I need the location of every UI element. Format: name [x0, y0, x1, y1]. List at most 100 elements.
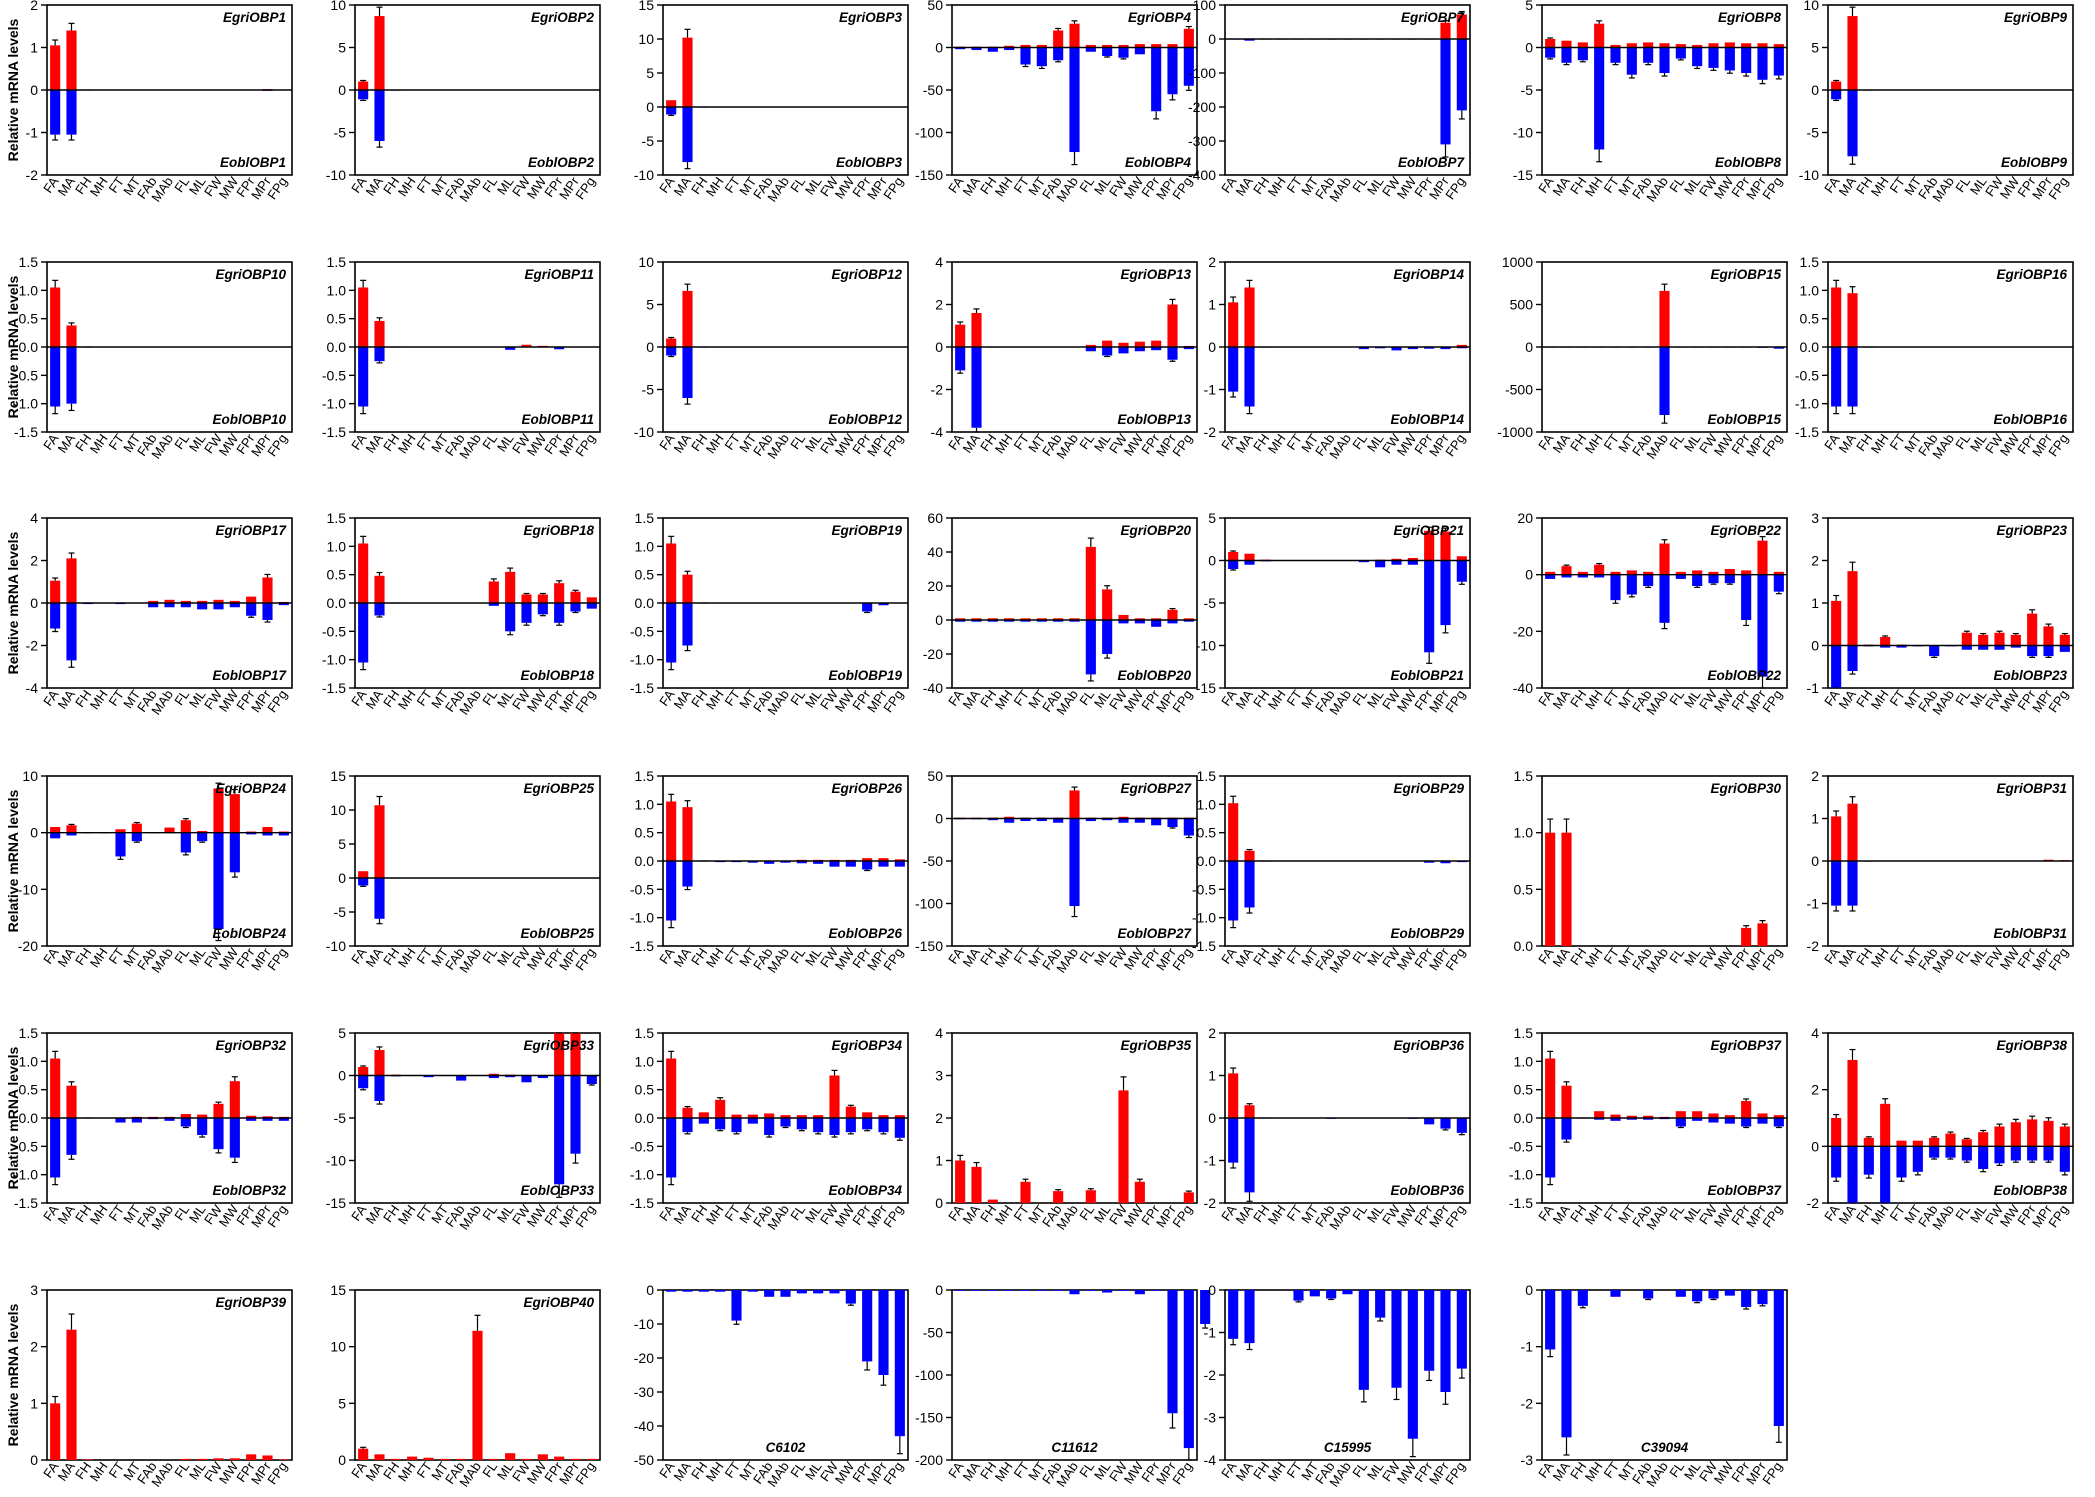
plot-frame: [951, 517, 1198, 689]
bar: [180, 832, 191, 853]
bar: [1896, 1140, 1907, 1147]
bar: [1741, 1118, 1752, 1127]
bar: [570, 603, 581, 612]
bar: [1594, 564, 1605, 575]
bar: [1244, 347, 1255, 407]
bar: [472, 1330, 483, 1460]
y-tick-label: -10: [326, 938, 346, 954]
bar: [1358, 560, 1369, 563]
x-tick-label: FL: [1666, 687, 1687, 708]
bar: [1151, 818, 1162, 826]
series-label-top: EgriOBP10: [215, 267, 286, 282]
bar: [1831, 287, 1842, 347]
chart-panel: -1.5 -1.0 -0.5 0.0 0.5 1.0 1.5 EgriOBP26 EoblOBP…: [630, 768, 909, 976]
bar: [1228, 803, 1239, 861]
bar: [1228, 560, 1239, 569]
bar: [1773, 574, 1784, 592]
bar: [1896, 1146, 1907, 1178]
series-label-bottom: C6102: [766, 1440, 806, 1455]
y-tick-label: 0: [646, 339, 654, 355]
x-tick-label: FL: [479, 1202, 500, 1223]
bar: [488, 1073, 499, 1076]
bar: [229, 600, 240, 603]
chart-panel: 0123EgriOBP39FAMAFHMHFTMTFAbMAbFLMLFWMWF…: [30, 1282, 293, 1490]
bar: [1773, 47, 1784, 76]
y-tick-label: 1.0: [19, 282, 39, 298]
chart-panel: -1.5 -1.0 -0.5 0.0 0.5 1.0 1.5 EgriOBP34 EoblOBP…: [630, 1025, 909, 1233]
bar: [1847, 16, 1858, 90]
chart-panel: -10-50510EgriOBP12EoblOBP12FAMAFHMHFTMTF…: [634, 254, 909, 462]
bar: [829, 1075, 840, 1118]
bar: [1391, 1290, 1402, 1388]
bar: [1643, 571, 1654, 575]
bar: [278, 1459, 289, 1461]
bar: [1773, 44, 1784, 48]
bar: [1757, 43, 1768, 48]
bar: [213, 1103, 224, 1118]
y-tick-label: 0: [1525, 339, 1533, 355]
bar: [1069, 1290, 1080, 1295]
bar: [1085, 44, 1096, 48]
series-label-bottom: EoblOBP32: [212, 1183, 286, 1198]
y-tick-label: -0.5: [630, 623, 654, 639]
bar: [131, 1118, 142, 1123]
bar: [1440, 39, 1451, 145]
bar: [1692, 1111, 1703, 1118]
series-label-top: EgriOBP40: [523, 1295, 594, 1310]
bar: [1724, 574, 1735, 584]
bar: [197, 1114, 208, 1118]
y-axis-label: Relative mRNA levels: [5, 18, 21, 161]
bar: [682, 347, 693, 398]
bar: [262, 1118, 273, 1121]
x-tick-label: FPg: [1759, 945, 1785, 973]
bar: [66, 347, 77, 404]
bar: [1773, 1290, 1784, 1426]
bar: [1036, 618, 1047, 620]
y-tick-label: -5: [642, 382, 655, 398]
bar: [1773, 1115, 1784, 1118]
y-tick-label: -1.0: [630, 652, 654, 668]
y-tick-label: -0.5: [322, 623, 346, 639]
y-tick-label: 0: [935, 1282, 943, 1298]
y-tick-label: 0: [30, 1452, 38, 1468]
bar: [1773, 1118, 1784, 1127]
y-tick-label: 0.0: [1800, 339, 1820, 355]
bar: [1912, 1140, 1923, 1147]
bar: [1456, 1290, 1467, 1369]
x-tick-label: FPg: [1442, 174, 1468, 202]
y-tick-label: -1.5: [322, 424, 346, 440]
y-tick-label: 0: [935, 811, 943, 827]
bar: [1326, 1290, 1337, 1299]
bar: [987, 1290, 998, 1291]
x-tick-label: FPg: [1759, 687, 1785, 715]
bar: [246, 1115, 257, 1118]
series-label-top: EgriOBP9: [2004, 10, 2068, 25]
y-tick-label: 0: [1811, 638, 1819, 654]
x-tick-label: FPg: [1442, 945, 1468, 973]
bar: [554, 583, 565, 603]
series-label-bottom: EoblOBP33: [520, 1183, 594, 1198]
bar: [164, 603, 175, 608]
bar: [1102, 1290, 1113, 1293]
series-label-bottom: C15995: [1324, 1440, 1372, 1455]
bar: [1391, 558, 1402, 561]
bar: [1961, 1146, 1972, 1161]
y-tick-label: -10: [634, 167, 654, 183]
bar: [1757, 1113, 1768, 1118]
bar: [50, 1403, 61, 1460]
y-tick-label: 5: [1208, 510, 1216, 526]
y-tick-label: -4: [931, 424, 944, 440]
bar: [50, 1058, 61, 1118]
bar: [2010, 1146, 2021, 1161]
bar: [1053, 620, 1064, 622]
bar: [1407, 347, 1418, 350]
bar: [878, 1118, 889, 1133]
y-tick-label: 0.5: [1514, 881, 1534, 897]
bar: [1773, 347, 1784, 349]
y-tick-label: -1.0: [1795, 396, 1819, 412]
bar: [374, 878, 385, 919]
x-tick-label: FT: [106, 431, 127, 453]
y-axis-label: Relative mRNA levels: [5, 275, 21, 418]
bar: [1994, 1146, 2005, 1164]
